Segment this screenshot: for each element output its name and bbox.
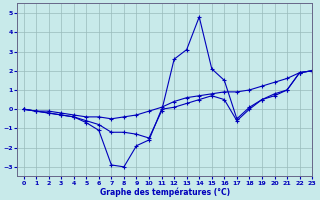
- X-axis label: Graphe des températures (°C): Graphe des températures (°C): [100, 187, 230, 197]
